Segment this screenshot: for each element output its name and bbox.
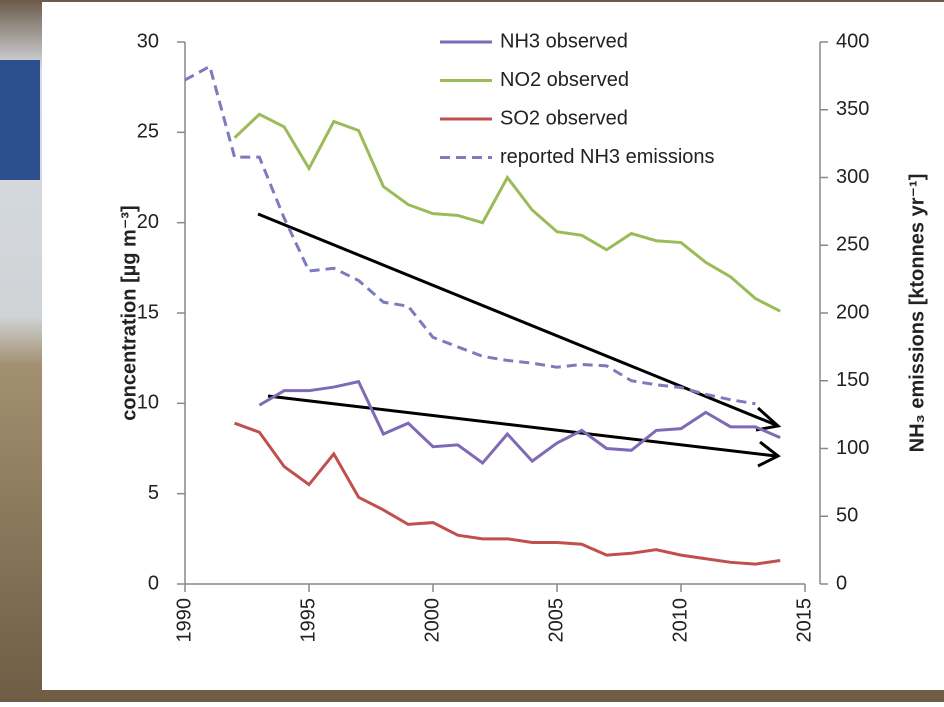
y2-tick-label: 50 [836, 505, 858, 527]
y-tick-label: 0 [148, 572, 159, 594]
y-tick-label: 5 [148, 482, 159, 504]
x-tick-label: 1990 [173, 598, 195, 643]
legend-label: reported NH3 emissions [500, 146, 715, 168]
x-tick-label: 2010 [669, 598, 691, 643]
series-line [184, 64, 756, 406]
series-line [233, 112, 781, 313]
plot-panel [42, 2, 944, 690]
y-tick-label: 20 [137, 211, 159, 233]
x-tick-label: 2000 [421, 598, 443, 643]
legend-label: NO2 observed [500, 69, 629, 91]
x-tick-label: 1995 [297, 598, 319, 643]
y2-tick-label: 0 [836, 572, 847, 594]
series-line [234, 421, 781, 566]
y-tick-label: 30 [137, 30, 159, 52]
x-tick-label: 2005 [545, 598, 567, 643]
x-tick-label: 2015 [793, 598, 815, 643]
y2-tick-label: 400 [836, 30, 869, 52]
trend-arrows [257, 212, 782, 468]
y-axis-label: concentration [µg m⁻³] [118, 205, 140, 420]
y2-tick-label: 300 [836, 166, 869, 188]
series-line [258, 379, 781, 465]
y2-axis-label: NH₃ emissions [ktonnes yr⁻¹] [906, 174, 928, 453]
y-tick-label: 10 [137, 392, 159, 414]
y2-tick-label: 150 [836, 369, 869, 391]
y2-tick-label: 350 [836, 98, 869, 120]
y2-tick-label: 200 [836, 301, 869, 323]
y-tick-label: 25 [137, 121, 159, 143]
y2-tick-label: 250 [836, 234, 869, 256]
legend-label: NH3 observed [500, 30, 628, 52]
y2-tick-label: 100 [836, 437, 869, 459]
y-tick-label: 15 [137, 301, 159, 323]
legend-label: SO2 observed [500, 107, 628, 129]
photo-object [0, 60, 40, 180]
